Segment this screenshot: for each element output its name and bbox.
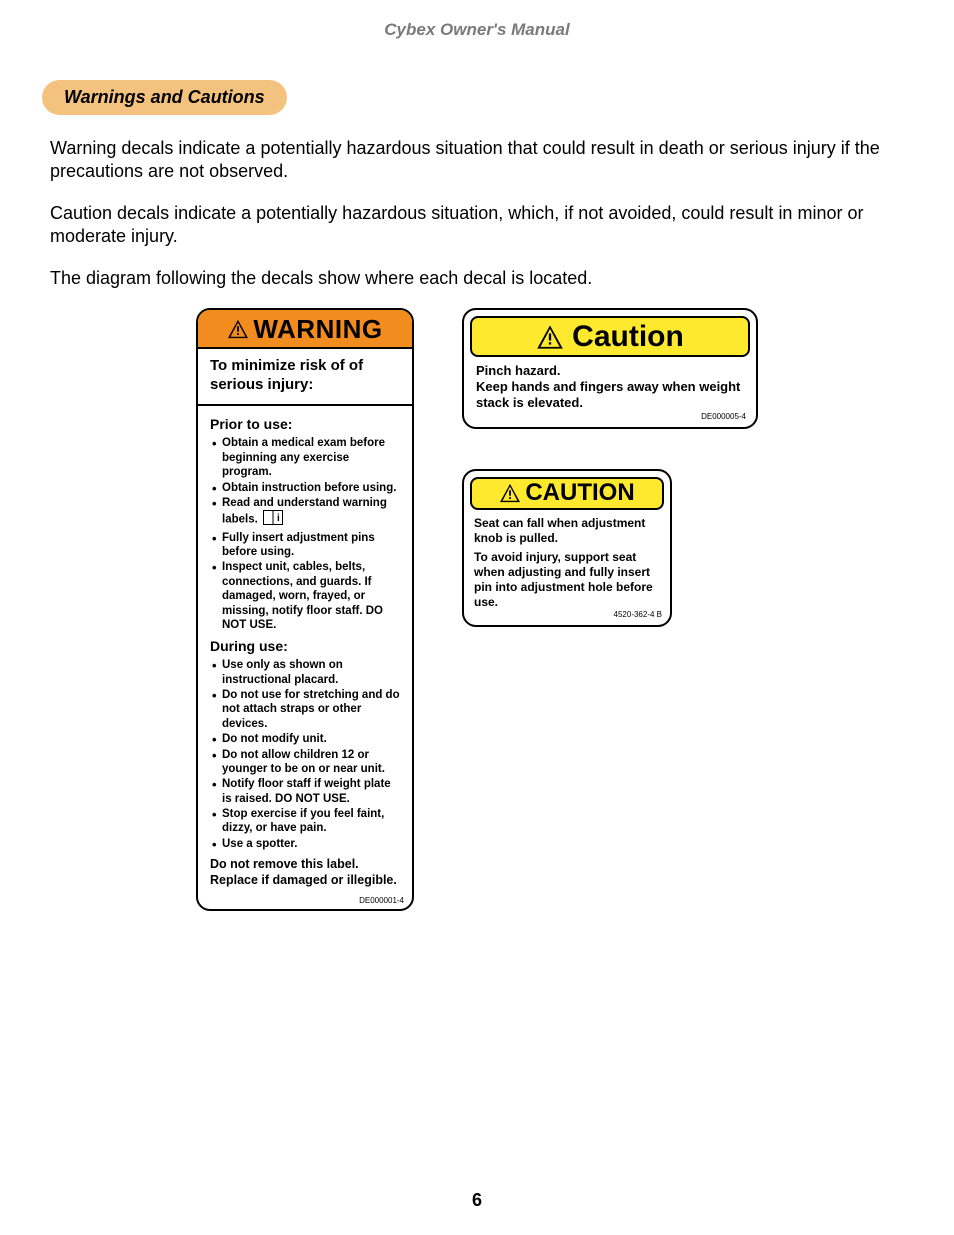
caution-line: To avoid injury, support seat when adjus… — [474, 550, 660, 610]
caution-decal-header: Caution — [470, 316, 750, 357]
intro-paragraph: Warning decals indicate a potentially ha… — [50, 137, 904, 184]
list-item: Read and understand warning labels. i — [212, 496, 402, 530]
section-title-pill: Warnings and Cautions — [42, 80, 287, 115]
list-item: Do not allow children 12 or younger to b… — [212, 748, 402, 777]
list-item: Obtain a medical exam before beginning a… — [212, 436, 402, 479]
warning-body: Prior to use: Obtain a medical exam befo… — [198, 406, 412, 894]
warning-subheading: To minimize risk of of serious injury: — [198, 349, 412, 407]
caution-part-number: 4520-362-4 B — [470, 610, 664, 619]
left-column: WARNING To minimize risk of of serious i… — [196, 308, 414, 912]
caution-line: Keep hands and fingers away when weight … — [476, 379, 744, 412]
decals-row: WARNING To minimize risk of of serious i… — [50, 308, 904, 912]
list-item-text: Read and understand warning labels. — [222, 497, 387, 526]
right-column: Caution Pinch hazard. Keep hands and fin… — [462, 308, 758, 912]
list-item: Do not modify unit. — [212, 732, 402, 746]
document-header: Cybex Owner's Manual — [50, 20, 904, 40]
alert-triangle-icon — [227, 319, 249, 339]
caution-part-number: DE000005-4 — [470, 412, 750, 421]
page-number: 6 — [0, 1190, 954, 1211]
prior-to-use-list: Obtain a medical exam before beginning a… — [210, 436, 402, 632]
list-item: Notify floor staff if weight plate is ra… — [212, 777, 402, 806]
svg-text:i: i — [277, 513, 280, 524]
list-item: Use only as shown on instructional placa… — [212, 658, 402, 687]
caution-decal-pinch: Caution Pinch hazard. Keep hands and fin… — [462, 308, 758, 429]
warning-header-text: WARNING — [253, 314, 382, 345]
during-use-heading: During use: — [210, 638, 402, 654]
caution-header-text: CAUTION — [525, 479, 634, 507]
alert-triangle-icon — [499, 483, 521, 503]
list-item: Use a spotter. — [212, 837, 402, 851]
caution-header-text: Caution — [572, 320, 684, 354]
caution-line: Seat can fall when adjustment knob is pu… — [474, 516, 660, 546]
intro-paragraph: Caution decals indicate a potentially ha… — [50, 202, 904, 249]
during-use-list: Use only as shown on instructional placa… — [210, 658, 402, 851]
intro-paragraph: The diagram following the decals show wh… — [50, 267, 904, 290]
caution-body: Pinch hazard. Keep hands and fingers awa… — [470, 363, 750, 412]
warning-decal-header: WARNING — [198, 310, 412, 349]
list-item: Inspect unit, cables, belts, connections… — [212, 560, 402, 632]
prior-to-use-heading: Prior to use: — [210, 416, 402, 432]
warning-decal: WARNING To minimize risk of of serious i… — [196, 308, 414, 912]
list-item: Stop exercise if you feel faint, dizzy, … — [212, 807, 402, 836]
list-item: Do not use for stretching and do not att… — [212, 688, 402, 731]
list-item: Fully insert adjustment pins before usin… — [212, 531, 402, 560]
warning-part-number: DE000001-4 — [198, 894, 412, 909]
manual-booklet-icon: i — [263, 510, 283, 529]
caution-decal-header: CAUTION — [470, 477, 664, 510]
intro-block: Warning decals indicate a potentially ha… — [50, 137, 904, 290]
caution-body: Seat can fall when adjustment knob is pu… — [470, 516, 664, 610]
caution-decal-seat: CAUTION Seat can fall when adjustment kn… — [462, 469, 672, 627]
alert-triangle-icon — [536, 324, 564, 350]
list-item: Obtain instruction before using. — [212, 481, 402, 495]
warning-footer-note: Do not remove this label. Replace if dam… — [210, 857, 402, 888]
caution-line: Pinch hazard. — [476, 363, 744, 379]
